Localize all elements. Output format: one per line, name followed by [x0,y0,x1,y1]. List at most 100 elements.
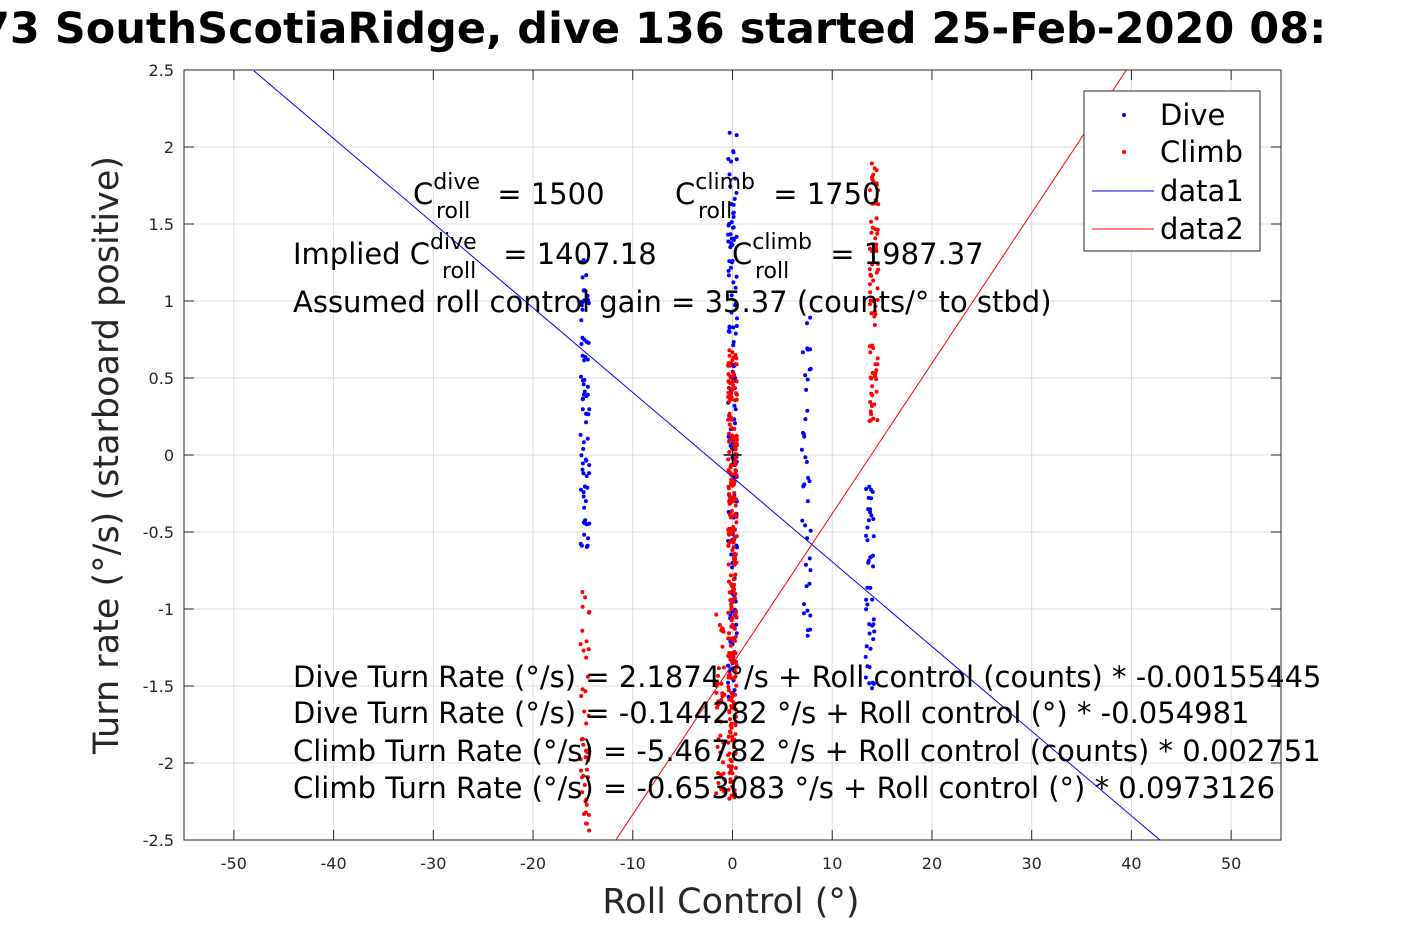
data-point-climb [730,350,735,355]
data-point-climb [873,198,878,202]
data-point-climb [874,242,879,247]
data-point-climb [734,497,739,502]
data-point-climb [871,179,876,184]
data-point-climb [734,714,739,719]
data-point-dive [868,646,873,651]
data-point-climb [733,626,737,631]
data-point-climb [731,370,736,375]
data-point-climb [583,755,588,760]
data-point-dive [802,602,806,607]
data-point-climb [730,539,735,544]
data-point-climb [874,249,879,253]
data-point-climb [871,278,876,283]
data-point-dive [726,680,731,685]
data-point-climb [734,362,739,367]
data-point-dive [579,453,584,458]
data-point-dive [727,172,732,177]
data-point-climb [867,419,872,423]
data-point-climb [730,784,735,789]
data-point-climb [729,759,734,764]
data-point-climb [732,795,737,800]
data-point-dive [871,534,876,539]
data-point-climb [583,595,588,600]
data-point-climb [733,692,738,697]
data-point-climb [726,385,731,390]
data-point-climb [731,528,736,533]
data-point-dive [805,633,810,638]
data-point-dive [584,420,588,425]
data-point-dive [587,407,592,412]
data-point-dive [733,421,737,426]
data-point-climb [875,418,880,423]
data-point-climb [716,781,721,785]
data-point-climb [733,791,737,796]
data-point-climb [732,562,737,567]
data-point-climb [729,676,734,681]
data-point-climb [733,511,738,516]
data-point-dive [870,686,874,691]
data-point-climb [727,439,732,444]
data-point-dive [803,455,808,460]
data-point-climb [867,282,872,287]
data-point-dive [799,447,804,452]
data-point-dive [584,474,589,478]
data-point-dive [866,518,871,523]
data-point-climb [733,750,738,755]
data-point-climb [719,772,724,777]
annotation-equation-1: Dive Turn Rate (°/s) = 2.1874 °/s + Roll… [293,660,1321,694]
data-point-climb [726,688,731,693]
data-point-dive [867,681,872,686]
data-point-climb [733,459,737,464]
data-point-climb [727,422,732,427]
data-point-climb [875,261,880,266]
data-point-climb [730,548,735,553]
x-tick-label: 40 [1121,854,1141,873]
data-point-climb [584,655,589,660]
data-point-climb [868,273,873,278]
legend-box [1083,90,1261,252]
data-point-climb [719,697,724,702]
x-tick-label: 50 [1221,854,1241,873]
data-point-climb [867,267,872,272]
data-point-dive [726,663,731,668]
data-point-climb [734,663,739,667]
x-tick-label: 10 [822,854,842,873]
data-point-dive [867,622,872,627]
data-point-climb [727,512,732,517]
data-point-dive [806,475,810,480]
data-point-dive [871,517,876,521]
data-point-dive [803,373,808,378]
data-point-dive [579,260,584,265]
data-point-climb [870,249,875,254]
data-point-climb [732,706,737,711]
data-point-climb [578,757,583,762]
data-point-climb [729,499,734,504]
data-point-dive [580,397,585,402]
annotation-c-dive: Cdive roll = 1500 [413,170,605,224]
y-tick-label: 1.5 [149,215,174,234]
data-point-dive [868,585,873,590]
data-point-dive [800,350,805,355]
data-point-dive [731,343,736,348]
legend-label-climb: Climb [1160,135,1243,169]
legend-label-data1: data1 [1160,174,1244,208]
data-point-climb [717,623,722,627]
data-point-dive [585,485,590,490]
data-point-climb [868,290,873,295]
data-point-dive [807,479,812,484]
data-point-climb [727,492,732,497]
data-point-climb [587,828,592,833]
data-point-dive [584,544,589,549]
data-point-dive [581,392,586,397]
data-point-climb [720,626,725,631]
data-point-dive [864,607,869,612]
data-point-climb [733,634,738,639]
data-point-climb [729,426,734,431]
data-point-dive [581,471,586,476]
data-point-climb [715,744,720,749]
data-point-dive [580,353,585,358]
data-point-dive [804,584,809,589]
data-point-climb [734,614,739,619]
data-point-dive [578,432,583,437]
data-point-dive [587,521,592,526]
